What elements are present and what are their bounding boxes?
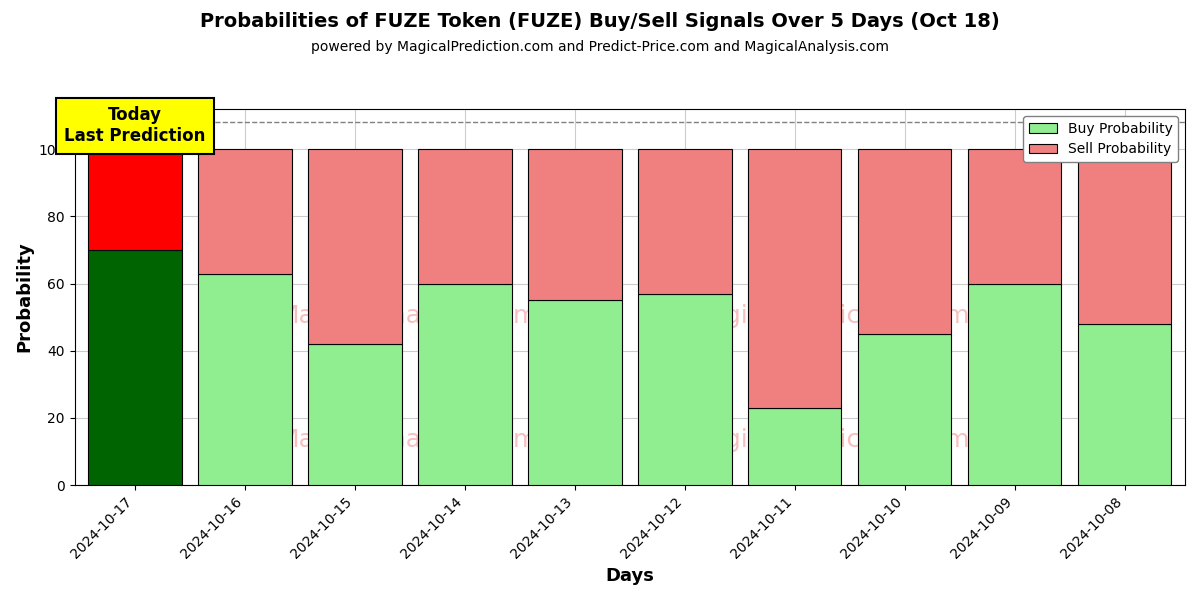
Bar (419, 284, 511, 485)
Text: MagicalAnalysis.com: MagicalAnalysis.com (277, 304, 538, 328)
Text: Today
Last Prediction: Today Last Prediction (65, 106, 206, 145)
Text: Probabilities of FUZE Token (FUZE) Buy/Sell Signals Over 5 Days (Oct 18): Probabilities of FUZE Token (FUZE) Buy/S… (200, 12, 1000, 31)
Text: MagicalPrediction.com: MagicalPrediction.com (689, 304, 971, 328)
Bar (198, 149, 292, 274)
Bar (858, 334, 952, 485)
Bar (748, 408, 841, 485)
Text: MagicalAnalysis.com: MagicalAnalysis.com (277, 428, 538, 452)
Y-axis label: Probability: Probability (16, 242, 34, 352)
Bar (968, 284, 1061, 485)
Bar (638, 149, 732, 294)
Bar (748, 149, 841, 408)
Bar (308, 149, 402, 344)
Bar (968, 149, 1061, 284)
Bar (308, 344, 402, 485)
Bar (419, 149, 511, 284)
Bar (528, 149, 622, 301)
Bar (528, 301, 622, 485)
Bar (89, 250, 182, 485)
Bar (89, 149, 182, 250)
Bar (1078, 324, 1171, 485)
Bar (198, 274, 292, 485)
Bar (1078, 149, 1171, 324)
Bar (638, 294, 732, 485)
X-axis label: Days: Days (605, 567, 654, 585)
Legend: Buy Probability, Sell Probability: Buy Probability, Sell Probability (1024, 116, 1178, 162)
Text: powered by MagicalPrediction.com and Predict-Price.com and MagicalAnalysis.com: powered by MagicalPrediction.com and Pre… (311, 40, 889, 54)
Text: MagicalPrediction.com: MagicalPrediction.com (689, 428, 971, 452)
Bar (858, 149, 952, 334)
